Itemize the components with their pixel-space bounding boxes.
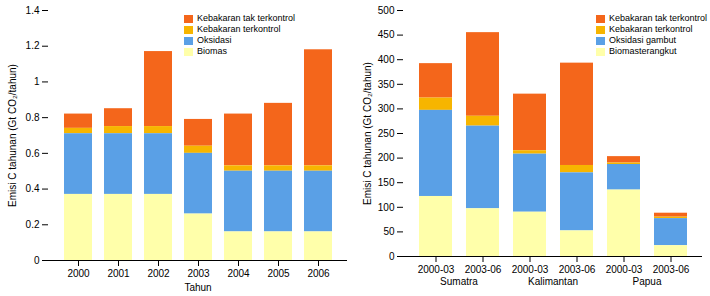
svg-text:150: 150 xyxy=(378,177,395,188)
svg-text:400: 400 xyxy=(378,54,395,65)
html-text:Kalimantan: Kalimantan xyxy=(528,276,578,287)
svg-text:2000-03: 2000-03 xyxy=(606,264,643,275)
svg-text:0.6: 0.6 xyxy=(26,148,40,159)
svg-text:0.8: 0.8 xyxy=(26,112,40,123)
svg-text:Emisi C tahunan (Gt CO₂/tahun): Emisi C tahunan (Gt CO₂/tahun) xyxy=(7,64,18,207)
svg-text:0: 0 xyxy=(389,251,395,262)
svg-text:1.4: 1.4 xyxy=(26,5,40,16)
svg-text:0: 0 xyxy=(34,255,40,266)
svg-text:250: 250 xyxy=(378,128,395,139)
svg-text:0.4: 0.4 xyxy=(26,183,40,194)
svg-text:2006: 2006 xyxy=(307,268,330,279)
html-text:Kebakaran tak terkontrol: Kebakaran tak terkontrol xyxy=(197,13,296,23)
svg-text:2004: 2004 xyxy=(227,268,250,279)
svg-text:200: 200 xyxy=(378,152,395,163)
svg-text:350: 350 xyxy=(378,79,395,90)
svg-text:1: 1 xyxy=(34,76,40,87)
html-text:Oksidasi gambut: Oksidasi gambut xyxy=(608,35,676,45)
html-text:Kebakaran tak terkontrol: Kebakaran tak terkontrol xyxy=(608,13,707,23)
svg-text:50: 50 xyxy=(383,226,395,237)
svg-text:300: 300 xyxy=(378,103,395,114)
svg-text:1.2: 1.2 xyxy=(26,40,40,51)
svg-text:Tahun: Tahun xyxy=(184,282,211,293)
html-text:Kebakaran terkontrol: Kebakaran terkontrol xyxy=(608,24,693,34)
html-text:Oksidasi: Oksidasi xyxy=(197,35,232,45)
svg-text:2000-03: 2000-03 xyxy=(512,264,549,275)
svg-text:450: 450 xyxy=(378,29,395,40)
svg-text:2000: 2000 xyxy=(67,268,90,279)
html-text:Biomasterangkut: Biomasterangkut xyxy=(608,46,677,56)
svg-text:2003-06: 2003-06 xyxy=(559,264,596,275)
svg-text:2002: 2002 xyxy=(147,268,170,279)
svg-text:500: 500 xyxy=(378,5,395,16)
html-text:Sumatra: Sumatra xyxy=(440,276,478,287)
svg-text:2001: 2001 xyxy=(107,268,130,279)
svg-text:2003-06: 2003-06 xyxy=(653,264,690,275)
svg-text:2003: 2003 xyxy=(187,268,210,279)
svg-text:0.2: 0.2 xyxy=(26,219,40,230)
svg-text:Emisi C tahunan (Gt CO₂/tahun): Emisi C tahunan (Gt CO₂/tahun) xyxy=(362,62,373,205)
svg-text:2000-03: 2000-03 xyxy=(418,264,455,275)
html-text:Papua: Papua xyxy=(632,276,662,287)
svg-text:2003-06: 2003-06 xyxy=(465,264,502,275)
svg-text:2005: 2005 xyxy=(267,268,290,279)
html-text:Kebakaran terkontrol: Kebakaran terkontrol xyxy=(197,24,281,34)
html-text:Biomas: Biomas xyxy=(197,46,227,56)
svg-text:100: 100 xyxy=(378,202,395,213)
